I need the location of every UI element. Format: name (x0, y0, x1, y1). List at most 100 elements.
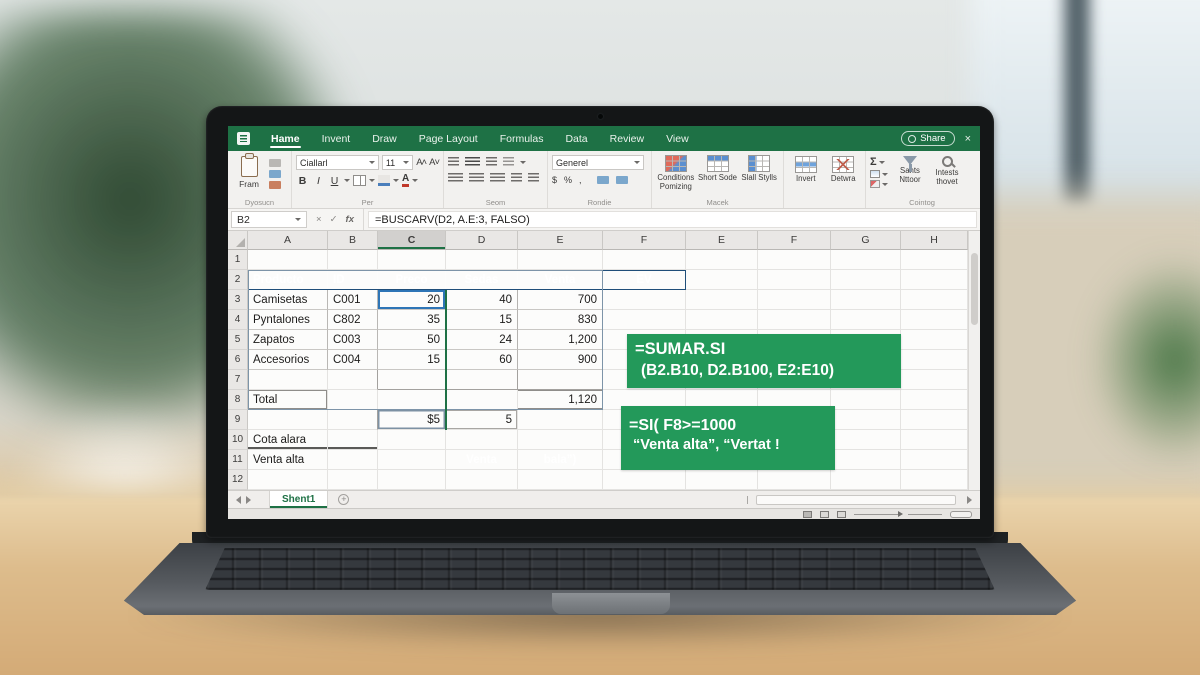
column-header-e2[interactable]: E (686, 231, 758, 250)
column-header-a[interactable]: A (248, 231, 328, 250)
vertical-scrollbar[interactable] (968, 231, 980, 490)
cell[interactable] (328, 430, 378, 450)
sort-filter-button[interactable]: Sants Nttoor (892, 156, 928, 188)
cell[interactable] (328, 410, 378, 430)
increase-decimal-icon[interactable] (596, 176, 609, 184)
cell[interactable] (328, 250, 378, 270)
cell[interactable] (901, 370, 968, 390)
zoom-level-box[interactable] (950, 510, 972, 518)
page-break-view-icon[interactable] (837, 510, 846, 518)
vertical-scrollbar-thumb[interactable] (971, 253, 978, 325)
cell-F2[interactable]: EV (603, 270, 686, 290)
cell-B6[interactable]: C004 (328, 350, 378, 370)
wrap-text-icon[interactable] (511, 173, 522, 183)
cut-icon[interactable] (269, 159, 281, 167)
percent-format-icon[interactable]: % (564, 175, 573, 185)
cell[interactable] (378, 370, 446, 390)
cell-D4[interactable]: 15 (446, 310, 518, 330)
grow-font-icon[interactable]: A˄ (416, 157, 427, 168)
cell-D5[interactable]: 24 (446, 330, 518, 350)
orientation-icon[interactable] (503, 157, 514, 167)
font-size-select[interactable]: 11 (381, 155, 414, 170)
accounting-format-icon[interactable]: $ (552, 175, 558, 185)
cell-C2[interactable]: Preco (378, 270, 446, 290)
cell-D2[interactable]: Sedas (446, 270, 518, 290)
cell-D3[interactable]: 40 (446, 290, 518, 310)
cell[interactable] (446, 250, 518, 270)
cell[interactable] (378, 450, 446, 470)
cell[interactable] (446, 430, 518, 450)
borders-icon[interactable] (353, 175, 366, 186)
tab-draw[interactable]: Draw (372, 132, 397, 145)
cell[interactable] (686, 290, 758, 310)
font-color-icon[interactable]: A (402, 174, 410, 187)
font-family-select[interactable]: Ciallarl (296, 155, 379, 170)
cell[interactable] (686, 270, 758, 290)
cell[interactable] (378, 250, 446, 270)
underline-button[interactable]: U (330, 174, 339, 187)
cell[interactable] (518, 370, 603, 390)
page-layout-view-icon[interactable] (820, 510, 829, 518)
cell[interactable] (686, 250, 758, 270)
copy-icon[interactable] (269, 170, 281, 178)
cell-A8[interactable]: Total (248, 390, 328, 410)
cancel-icon[interactable]: × (316, 214, 322, 225)
enter-icon[interactable]: ✓ (329, 214, 338, 225)
cell-C9[interactable]: $5 (378, 410, 446, 430)
fill-button[interactable] (870, 170, 888, 178)
align-bottom-icon[interactable] (486, 157, 497, 167)
hscroll-right-icon[interactable] (967, 496, 972, 504)
align-middle-icon[interactable] (465, 157, 480, 167)
cell[interactable] (831, 430, 901, 450)
tab-formulas[interactable]: Formulas (499, 132, 544, 145)
row-header-5[interactable]: 5 (228, 330, 248, 350)
row-header-3[interactable]: 3 (228, 290, 248, 310)
cell[interactable] (603, 250, 686, 270)
cell-C6[interactable]: 15 (378, 350, 446, 370)
tab-page-layout[interactable]: Page Layout (418, 132, 478, 145)
column-header-f2[interactable]: F (758, 231, 831, 250)
tab-home[interactable]: Hame (260, 126, 311, 151)
cell-C4[interactable]: 35 (378, 310, 446, 330)
cell-C3[interactable]: 20 (378, 290, 446, 310)
cell-E4[interactable]: 830 (518, 310, 603, 330)
italic-button[interactable]: I (317, 174, 320, 187)
normal-view-icon[interactable] (803, 510, 812, 518)
row-header-6[interactable]: 6 (228, 350, 248, 370)
conditional-formatting-button[interactable]: Conditions Pomizing (656, 155, 696, 192)
formula-input[interactable]: =BUSCARV(D2, A.E:3, FALSO) (367, 211, 977, 228)
cell[interactable] (901, 250, 968, 270)
cell[interactable] (328, 470, 378, 490)
align-top-icon[interactable] (448, 157, 459, 167)
cell[interactable] (758, 270, 831, 290)
column-header-g[interactable]: G (831, 231, 901, 250)
cell-A5[interactable]: Zapatos (248, 330, 328, 350)
cell-A11[interactable]: Venta alta (248, 450, 328, 470)
sheet-nav-left-icon[interactable] (236, 495, 241, 504)
cell-E2[interactable]: Venta (518, 270, 603, 290)
cell[interactable] (758, 290, 831, 310)
cell[interactable] (328, 390, 378, 410)
cell-A4[interactable]: Pyntalones (248, 310, 328, 330)
insert-cells-button[interactable]: Invert (788, 156, 824, 184)
cell[interactable] (378, 470, 446, 490)
cell-B2[interactable]: ID (328, 270, 378, 290)
cell[interactable] (446, 470, 518, 490)
cell[interactable] (901, 470, 968, 490)
cell-styles-button[interactable]: Slall Stylls (739, 155, 779, 192)
zoom-slider-track[interactable] (908, 513, 942, 515)
cell[interactable] (248, 470, 328, 490)
cell[interactable] (446, 370, 518, 390)
cell[interactable] (518, 430, 603, 450)
tab-review[interactable]: Review (609, 132, 645, 145)
tab-insert[interactable]: Invent (321, 132, 351, 145)
row-header-2[interactable]: 2 (228, 270, 248, 290)
cell[interactable] (248, 410, 328, 430)
column-header-e[interactable]: E (518, 231, 603, 250)
cell[interactable] (758, 470, 831, 490)
add-sheet-button[interactable]: + (338, 494, 350, 505)
decrease-decimal-icon[interactable] (615, 176, 628, 184)
cell[interactable] (901, 430, 968, 450)
row-header-1[interactable]: 1 (228, 250, 248, 270)
cell[interactable] (518, 470, 603, 490)
